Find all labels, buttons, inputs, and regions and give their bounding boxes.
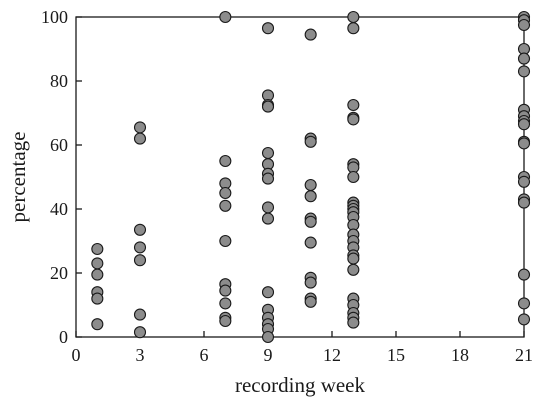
data-point [517,196,531,209]
data-point [219,186,232,200]
x-axis-label: recording week [235,373,366,397]
data-point [133,241,147,254]
data-point [133,326,147,339]
data-point [133,132,147,145]
data-point [517,268,531,281]
data-point [347,316,360,329]
data-point [261,201,275,214]
data-point [261,22,275,35]
data-point [347,170,360,184]
data-point [517,175,531,188]
x-tick-label: 3 [136,345,145,365]
x-axis-ticks: 0 3 6 9 12 15 18 21 [72,331,533,365]
x-tick-label: 21 [515,345,533,365]
data-point [261,212,275,225]
data-point [347,252,360,265]
data-point [133,121,147,134]
data-point [304,276,317,289]
data-point [304,215,317,228]
data-point [304,135,317,148]
data-point [261,330,275,344]
data-point [91,242,104,256]
y-tick-label: 80 [50,71,68,91]
data-point [219,297,232,310]
data-point [133,254,147,267]
data-point [347,10,360,24]
data-point [261,172,275,185]
data-point [304,190,317,203]
data-point [91,268,104,281]
data-point [219,284,232,297]
data-point [261,100,275,113]
data-point [304,28,317,41]
data-point [261,286,275,299]
data-point [304,295,317,308]
data-point [304,178,317,192]
x-tick-label: 15 [387,345,405,365]
data-point [261,146,275,160]
data-point [517,137,531,150]
plot-frame [75,16,525,338]
data-point [517,65,531,78]
data-point [517,118,531,131]
data-point [219,314,232,328]
data-point [347,113,360,126]
data-point [219,154,232,168]
y-tick-label: 60 [50,135,68,155]
data-point [517,52,531,65]
data-point [91,257,104,270]
y-tick-label: 20 [50,263,68,283]
x-tick-label: 9 [264,345,273,365]
data-point [347,22,360,35]
data-point [133,308,147,321]
y-tick-label: 40 [50,199,68,219]
y-axis-label: percentage [6,132,30,223]
data-point [219,10,232,24]
x-tick-label: 18 [451,345,469,365]
data-point [517,18,531,32]
data-points [91,10,531,344]
y-tick-label: 0 [59,327,68,347]
y-axis-ticks: 0 20 40 60 80 100 [41,7,82,347]
data-point [219,234,232,248]
data-point [91,292,104,305]
data-point [517,297,531,310]
data-point [133,223,147,236]
data-point [347,263,360,276]
x-tick-label: 0 [72,345,81,365]
x-tick-label: 6 [200,345,209,365]
data-point [347,98,360,112]
x-tick-label: 12 [323,345,341,365]
data-point [517,313,531,326]
y-tick-label: 100 [41,7,68,27]
data-point [91,318,104,331]
data-point [304,236,317,249]
data-point [219,199,232,212]
